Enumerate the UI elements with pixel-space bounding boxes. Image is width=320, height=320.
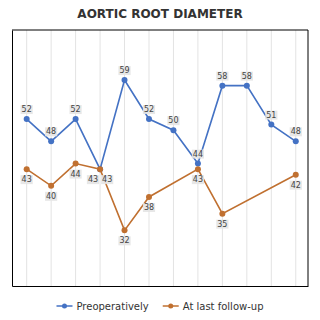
data-label-bg xyxy=(192,175,204,184)
grid-line xyxy=(26,30,27,286)
data-label-bg xyxy=(241,72,253,81)
point xyxy=(195,166,201,172)
point xyxy=(48,138,54,144)
data-label-bg xyxy=(87,175,99,184)
grid-line xyxy=(246,30,247,286)
data-label: 48 xyxy=(46,127,56,136)
data-label-bg xyxy=(21,175,33,184)
point xyxy=(244,83,250,89)
data-label-bg xyxy=(216,72,228,81)
point xyxy=(122,77,128,83)
data-label: 43 xyxy=(88,175,98,184)
data-label: 35 xyxy=(217,220,227,229)
legend-item: Preoperatively xyxy=(56,301,148,312)
legend: Preoperatively At last follow-up xyxy=(56,301,263,312)
data-label: 58 xyxy=(217,72,227,81)
marks xyxy=(24,77,299,233)
frame xyxy=(308,30,309,286)
point xyxy=(24,116,30,122)
data-label-bg xyxy=(143,203,155,212)
point xyxy=(24,166,30,172)
grid-line xyxy=(148,30,149,286)
data-label-bg xyxy=(192,150,204,159)
point xyxy=(293,172,299,178)
data-label: 43 xyxy=(102,175,112,184)
title: AORTIC ROOT DIAMETER xyxy=(77,7,242,21)
data-label: 43 xyxy=(22,175,32,184)
data-label-bg xyxy=(118,236,130,245)
x-axis xyxy=(13,286,309,287)
y-axis xyxy=(12,31,13,287)
data-label-bg xyxy=(70,170,82,179)
data-labels: 52 48 52 43 59 52 50 44 58 58 51 48 43 40 44 43 32 38 43 35… xyxy=(21,66,302,245)
grid-line xyxy=(51,30,52,286)
data-label-bg xyxy=(101,175,113,184)
data-label-bg xyxy=(265,111,277,120)
grid-line xyxy=(295,30,296,286)
data-label-bg xyxy=(45,127,57,136)
series-line xyxy=(27,80,296,169)
grid-line xyxy=(173,30,174,286)
grid-line xyxy=(100,30,101,286)
point xyxy=(219,83,225,89)
data-label-bg xyxy=(143,105,155,114)
point xyxy=(48,183,54,189)
point xyxy=(73,116,79,122)
point xyxy=(268,122,274,128)
point xyxy=(219,211,225,217)
data-label: 43 xyxy=(193,175,203,184)
data-label: 50 xyxy=(168,116,178,125)
point xyxy=(146,116,152,122)
data-label-bg xyxy=(21,105,33,114)
chart: AORTIC ROOT DIAMETER 52 48 52 43 59 52 50 44 58 58… xyxy=(0,0,320,320)
axis-line xyxy=(12,31,13,287)
point xyxy=(73,161,79,167)
grid-line xyxy=(271,30,272,286)
grid xyxy=(27,30,296,286)
data-label: 58 xyxy=(242,72,252,81)
data-label: 52 xyxy=(22,105,32,114)
data-label-bg xyxy=(70,105,82,114)
grid-line xyxy=(222,30,223,286)
data-label: 52 xyxy=(71,105,81,114)
legend-swatch xyxy=(168,304,173,309)
legend-label: At last follow-up xyxy=(183,301,264,312)
data-label: 32 xyxy=(119,236,129,245)
point xyxy=(97,166,103,172)
data-label: 52 xyxy=(144,105,154,114)
data-label-bg xyxy=(290,127,302,136)
data-label: 44 xyxy=(193,150,203,159)
data-label-bg xyxy=(290,181,302,190)
data-label: 38 xyxy=(144,203,154,212)
frame xyxy=(12,30,308,31)
legend-swatch xyxy=(62,304,67,309)
grid-line xyxy=(75,30,76,286)
data-label-bg xyxy=(45,192,57,201)
data-label: 40 xyxy=(46,192,56,201)
point xyxy=(122,227,128,233)
data-label: 48 xyxy=(291,127,301,136)
point xyxy=(146,194,152,200)
data-label: 51 xyxy=(266,111,276,120)
point xyxy=(170,127,176,133)
legend-item: At last follow-up xyxy=(163,301,264,312)
point xyxy=(293,138,299,144)
point xyxy=(97,166,103,172)
point xyxy=(195,161,201,167)
data-label: 44 xyxy=(71,170,81,179)
plot: 52 48 52 43 59 52 50 44 58 58 51 48 43 40 44 43 32 38 43 35… xyxy=(12,30,309,287)
data-label: 59 xyxy=(119,66,129,75)
axis-line xyxy=(13,286,309,287)
data-label-bg xyxy=(167,116,179,125)
data-label: 42 xyxy=(291,181,301,190)
series-line xyxy=(27,164,296,231)
legend-label: Preoperatively xyxy=(76,301,148,312)
data-label-bg xyxy=(216,220,228,229)
data-label-bg xyxy=(118,66,130,75)
